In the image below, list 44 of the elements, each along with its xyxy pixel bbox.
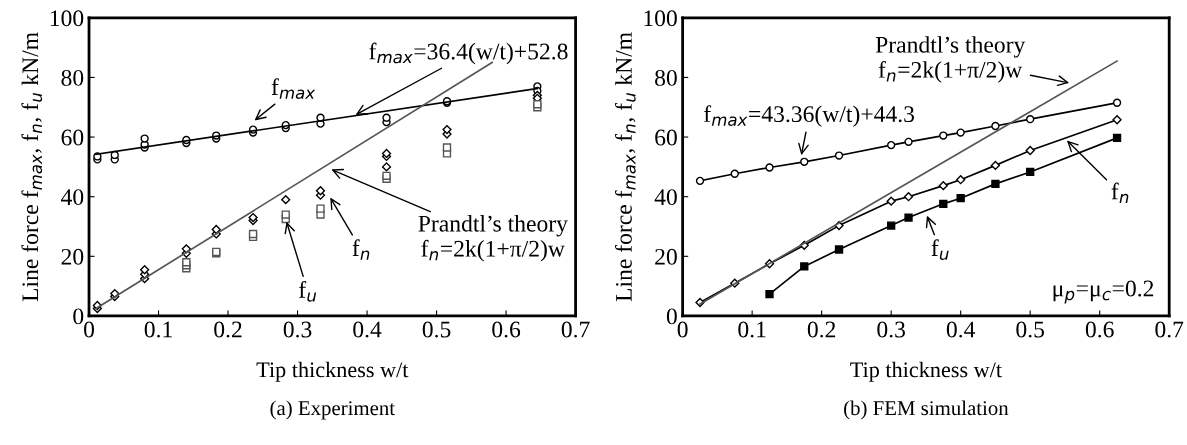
y-tick-label: 60 [61,129,84,146]
annotation: Prandtl’s theory f$_{n}$=2k(1+π/2)w [418,215,568,262]
y-tick-label: 80 [655,69,677,86]
annotation: μ$_{p}$=μ$_{c}$=0.2 [1053,280,1154,304]
x-axis-title: Tip thickness w/t [850,361,1002,382]
x-tick-label: 0.3 [877,321,905,338]
x-tick-label: 0.5 [422,321,451,338]
text: (b) FEM simulation [844,400,1009,420]
x-tick-label: 0.6 [1085,321,1114,338]
x-tick-label: 0.7 [561,321,590,338]
y-axis-title: Line force f$_{max}$, f$_{n}$, f$_{u}$ kN/m [615,32,636,302]
x-tick-label: 0.1 [144,321,172,338]
y-tick-label: 40 [61,189,84,206]
x-axis-title: Tip thickness w/t [256,361,409,382]
x-tick-label: 0.7 [1155,321,1184,338]
annotation: f$_{n}$ [352,239,370,260]
y-tick-label: 0 [666,308,677,325]
x-tick-label: 0.4 [353,321,382,338]
y-tick-label: 0 [73,308,84,325]
x-tick-label: 0 [84,321,95,338]
y-tick-label: 20 [61,248,84,265]
y-axis-title: Line force f$_{max}$, f$_{n}$, f$_{u}$ kN/m [21,32,43,302]
annotation: f$_{n}$ [1111,182,1129,204]
annotation: f$_{max}$=43.36(w/t)+44.3 [703,105,915,127]
text: (a) Experiment [270,400,395,420]
y-tick-label: 100 [50,10,84,27]
annotation: f$_{u}$ [299,281,317,302]
x-tick-label: 0.2 [807,321,836,338]
annotation: f$_{u}$ [931,239,949,260]
x-tick-label: 0.6 [492,321,521,338]
y-tick-label: 100 [644,10,677,27]
annotation: f$_{max}$=36.4(w/t)+52.8 [369,42,568,65]
x-tick-label: 0.1 [738,321,766,338]
y-tick-label: 40 [654,189,677,206]
y-tick-label: 80 [61,69,84,86]
y-tick-label: 20 [655,248,677,265]
annotation: f$_{max}$ [271,78,316,99]
x-tick-label: 0.3 [283,321,312,338]
y-tick-label: 60 [655,129,677,146]
x-tick-label: 0.4 [946,321,976,338]
annotation: Prandtl’s theory f$_{n}$=2k(1+π/2)w [875,36,1026,83]
x-tick-label: 0.2 [214,321,242,338]
x-tick-label: 0 [677,321,688,338]
x-tick-label: 0.5 [1016,321,1045,338]
